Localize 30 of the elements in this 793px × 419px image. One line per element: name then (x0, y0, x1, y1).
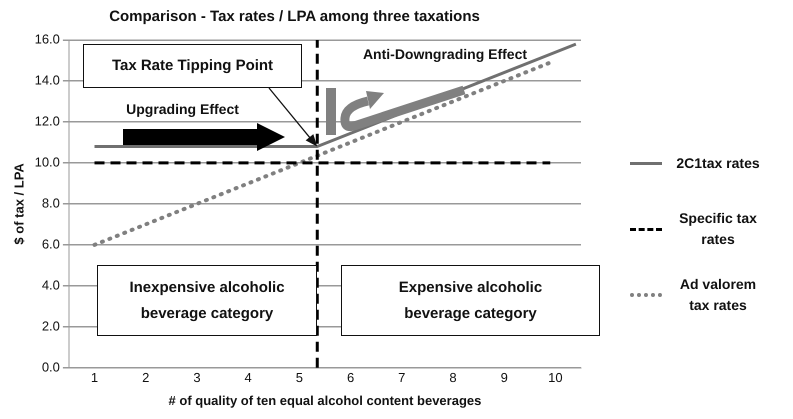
x-tick-label: 7 (398, 370, 406, 386)
annotation: Anti-Downgrading Effect (362, 46, 528, 64)
chart-title: Comparison - Tax rates / LPA among three taxations (109, 8, 480, 26)
legend-label: Specific tax rates (678, 209, 758, 249)
y-tick-label: 4.0 (42, 277, 60, 292)
x-tick-label: 2 (142, 370, 150, 386)
x-axis-title: # of quality of ten equal alcohol content beverages (168, 392, 482, 408)
x-tick-label: 6 (346, 370, 354, 386)
annotation: Upgrading Effect (125, 101, 240, 119)
x-tick-label: 9 (500, 370, 508, 386)
note-box: Tax Rate Tipping Point (83, 44, 302, 88)
y-tick-label: 8.0 (42, 195, 60, 210)
x-tick-label: 4 (244, 370, 252, 386)
x-tick-label: 1 (90, 370, 98, 386)
y-tick-label: 2.0 (42, 318, 60, 334)
legend-label: Ad valorem tax rates (678, 275, 758, 315)
x-tick-label: 10 (548, 370, 563, 386)
note-box: Expensive alcoholic beverage category (341, 265, 600, 336)
y-tick-label: 14.0 (34, 72, 60, 88)
y-tick-label: 16.0 (34, 32, 60, 47)
note-box: Inexpensive alcoholic beverage category (97, 265, 317, 336)
y-tick-label: 0.0 (42, 359, 60, 374)
y-tick-label: 12.0 (34, 114, 60, 129)
y-tick-label: 6.0 (42, 236, 60, 252)
y-tick-label: 10.0 (34, 154, 60, 170)
legend-label: 2C1tax rates (675, 154, 761, 172)
x-tick-label: 3 (193, 370, 201, 386)
y-axis-title: $ of tax / LPA (11, 162, 26, 245)
x-tick-label: 5 (296, 370, 303, 386)
x-tick-label: 8 (449, 370, 457, 386)
